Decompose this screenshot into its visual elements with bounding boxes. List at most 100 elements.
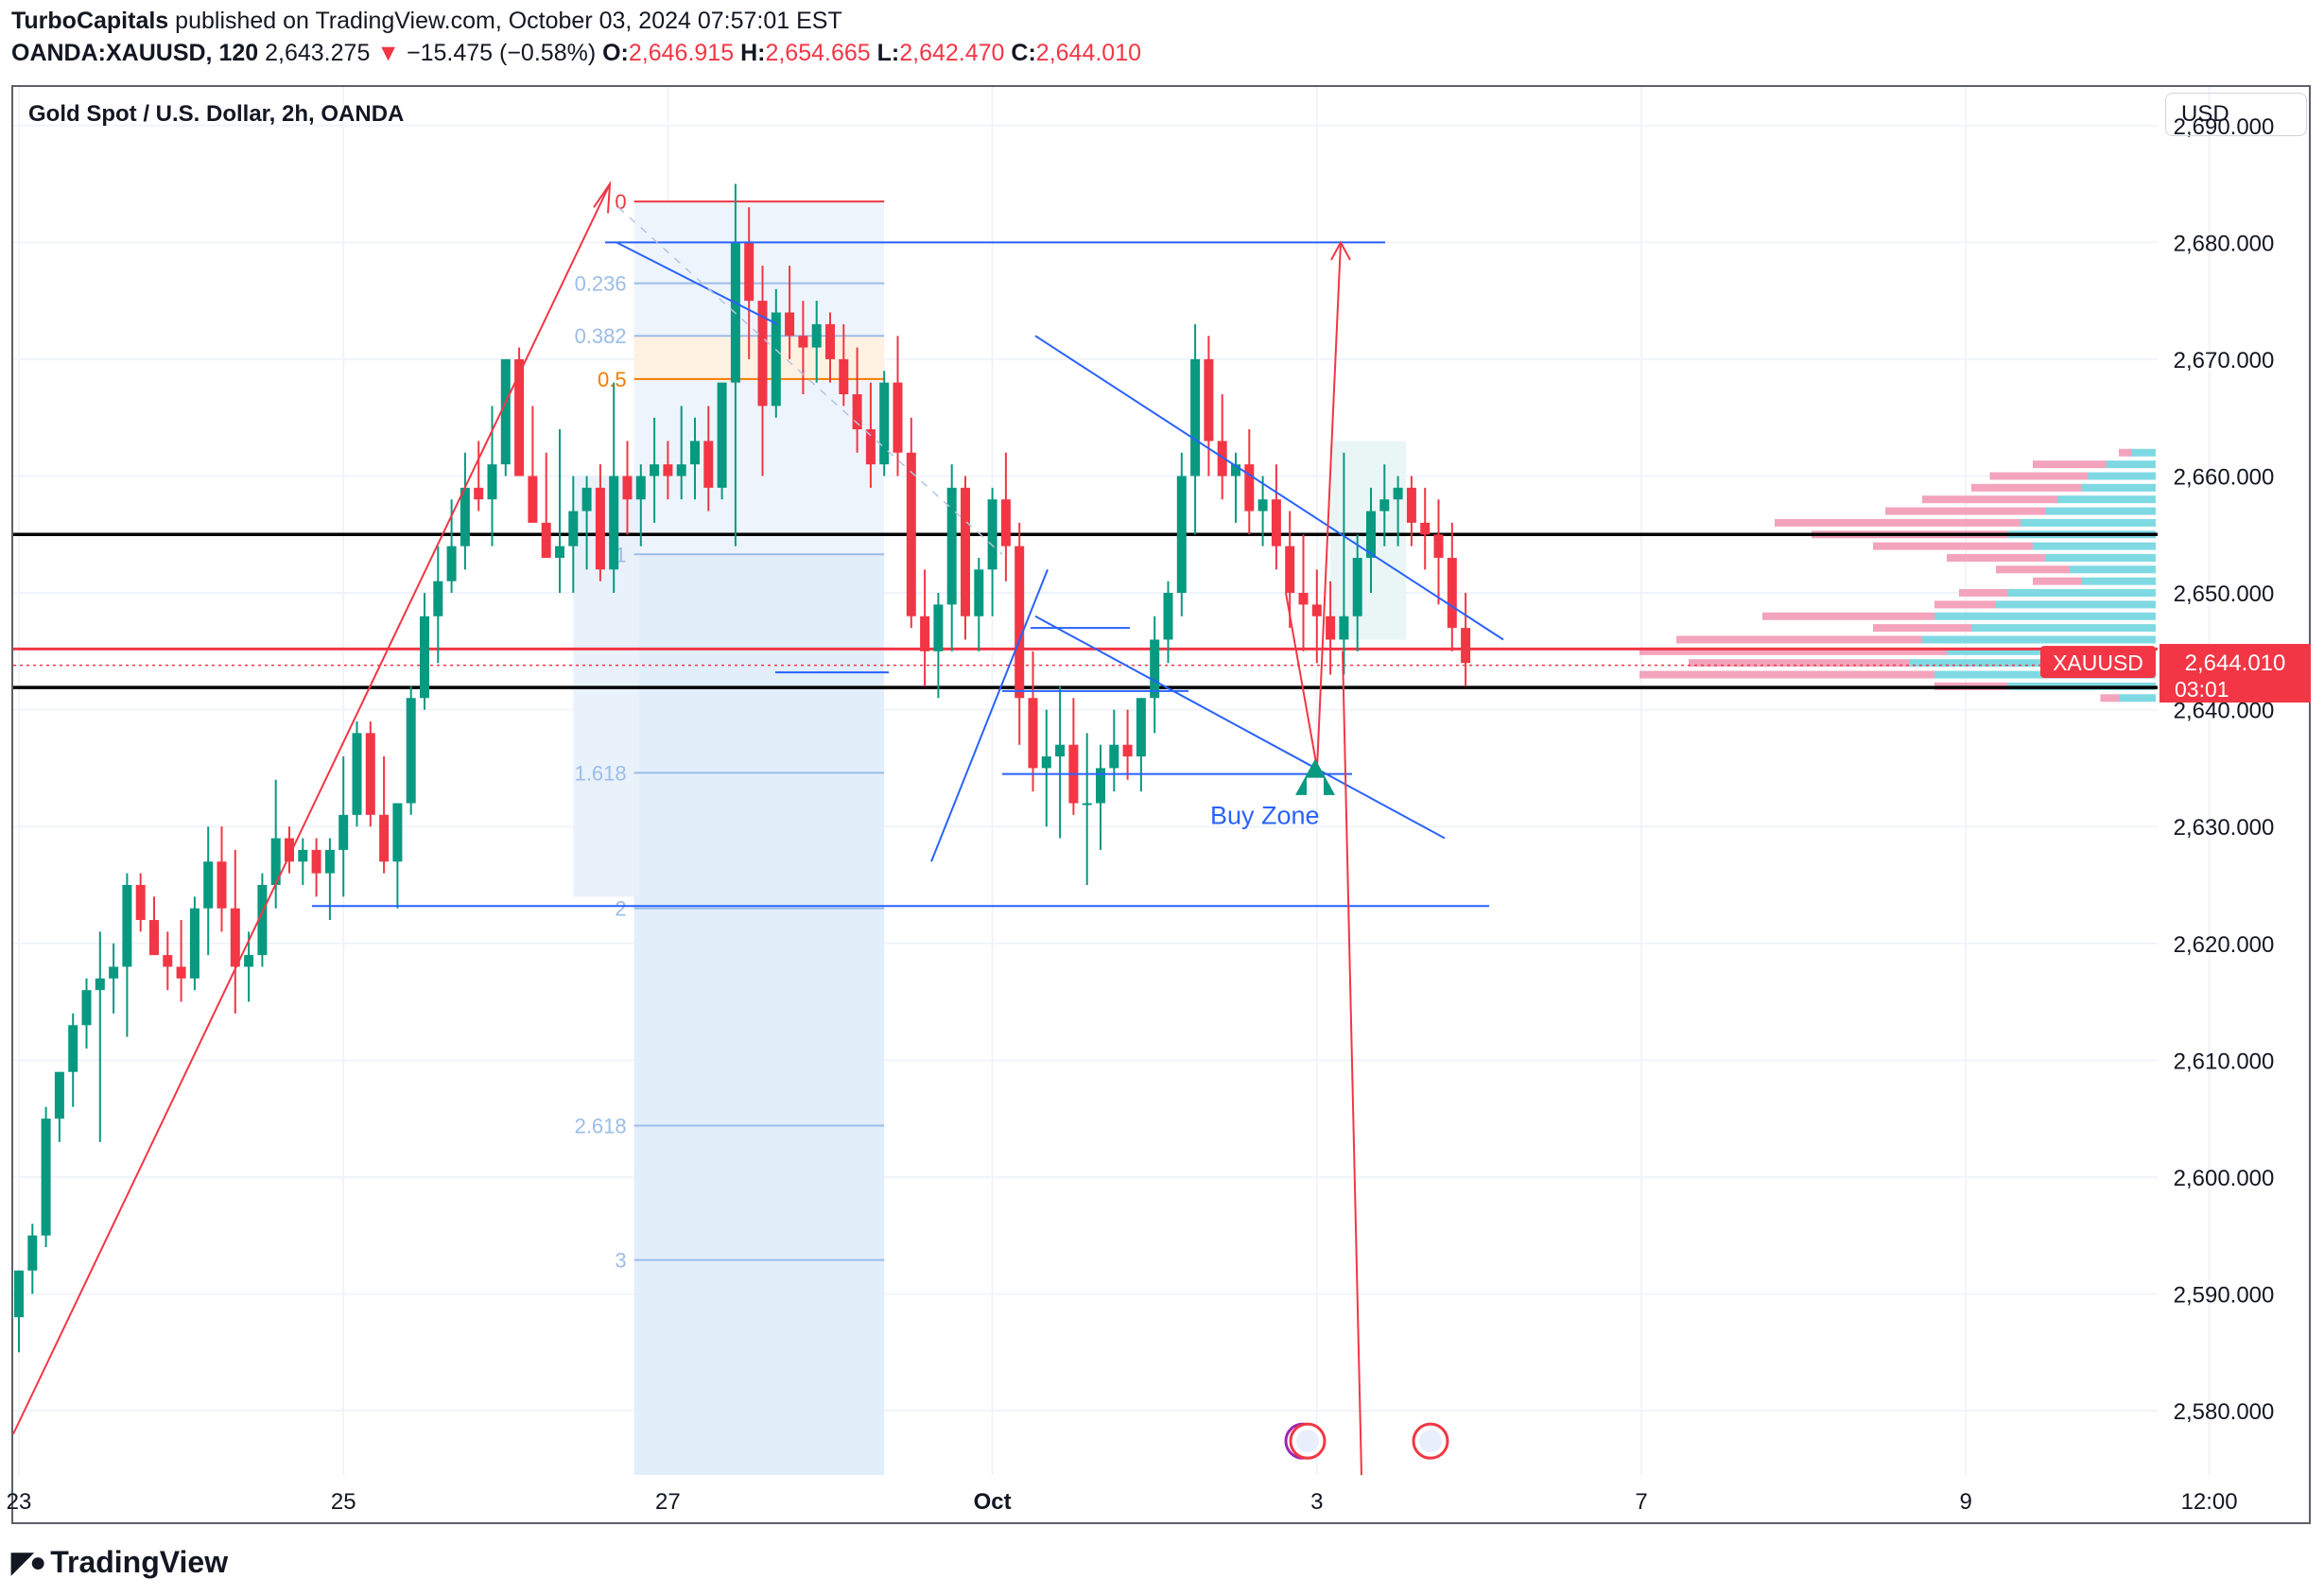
volume-bar-up: [2082, 483, 2156, 492]
price-axis: 2,690.0002,680.0002,670.0002,660.0002,65…: [2174, 114, 2275, 1425]
volume-bar-up: [2020, 518, 2156, 527]
candle-body: [528, 476, 538, 523]
volume-bar-up: [1996, 600, 2156, 609]
candle-body: [839, 358, 849, 394]
wedge-lower-line: [1034, 615, 1446, 840]
fib-level-label: 1.618: [575, 761, 627, 785]
candle-body: [338, 814, 349, 850]
candle-body: [500, 358, 511, 465]
volume-bar-down: [1959, 589, 2008, 598]
candle-body: [974, 569, 984, 616]
time-tick-label: 23: [7, 1489, 32, 1515]
candle-body: [703, 441, 714, 488]
candle-body: [122, 884, 132, 967]
candle-body: [987, 499, 997, 570]
fib-level-label: 0.236: [575, 272, 627, 296]
volume-bar-down: [1762, 612, 1934, 620]
candle-body: [1136, 698, 1146, 757]
brand-name: TradingView: [50, 1545, 229, 1579]
candle-body: [1041, 756, 1051, 769]
candle-body: [1461, 628, 1471, 664]
price-tick-label: 2,640.000: [2174, 699, 2275, 724]
candle-body: [676, 464, 686, 477]
candle-body: [176, 966, 186, 979]
candle-body: [352, 733, 362, 815]
currency-button[interactable]: USD: [2165, 93, 2307, 136]
candle-body: [1339, 616, 1349, 640]
tradingview-logo[interactable]: ◤● TradingView: [11, 1545, 228, 1580]
candle-body: [365, 733, 375, 815]
candle-body: [1244, 464, 1255, 512]
candle-body: [1326, 616, 1336, 640]
volume-bar-up: [1910, 659, 2156, 668]
price-tick-label: 2,620.000: [2174, 932, 2275, 958]
price-tag-value: 2,644.010: [2185, 651, 2286, 676]
candle-body: [68, 1025, 78, 1072]
symbol-tag-text: XAUUSD: [2053, 651, 2143, 675]
volume-bar-down: [1934, 600, 1996, 609]
candle-body: [825, 323, 835, 359]
price-tick-label: 2,650.000: [2174, 581, 2275, 607]
volume-bar-up: [1922, 635, 2156, 644]
candle-body: [1176, 476, 1187, 594]
volume-bar-down: [1639, 647, 1947, 655]
candle-body: [1015, 546, 1025, 699]
candle-body: [27, 1235, 38, 1271]
arrow-head-icon: [1330, 240, 1351, 261]
candle-body: [568, 511, 579, 546]
candle-body: [946, 487, 957, 605]
candle-body: [717, 382, 727, 488]
symbol-tag: [2040, 646, 2156, 679]
volume-bar-up: [2045, 507, 2156, 515]
candle-body: [920, 616, 930, 651]
candle-body: [285, 838, 294, 862]
candle-body: [54, 1071, 64, 1119]
candle-body: [541, 522, 551, 558]
high-label: H:: [740, 40, 766, 66]
volume-bar-up: [2008, 589, 2156, 598]
candle-body: [811, 323, 822, 348]
candle-body: [487, 464, 497, 500]
volume-bar-up: [2119, 694, 2156, 703]
projection-line: [1342, 651, 1362, 1476]
volume-bar-down: [1689, 659, 1910, 668]
time-tick-label: 3: [1310, 1489, 1323, 1515]
trend-line: [930, 568, 1049, 862]
candle-body: [406, 698, 416, 804]
fib-extension-band: [633, 554, 885, 1475]
publisher-name[interactable]: TurboCapitals: [11, 8, 169, 34]
impulse-line: [12, 183, 611, 1435]
fib-level-label: 0: [615, 190, 626, 214]
candle-body: [581, 487, 592, 512]
candle-body: [798, 336, 808, 348]
price-tick-label: 2,580.000: [2174, 1399, 2275, 1425]
volume-bar-down: [1639, 670, 1934, 679]
candle-body: [189, 908, 199, 979]
candle-body: [1055, 744, 1066, 757]
candle-body: [1393, 487, 1403, 500]
candle-body: [149, 920, 159, 956]
candle-body: [1096, 768, 1105, 804]
candle-body: [1000, 499, 1011, 546]
publish-info: TurboCapitals published on TradingView.c…: [11, 8, 842, 35]
candle-body: [1231, 464, 1240, 477]
candle-body: [622, 476, 633, 500]
candle-body: [1204, 358, 1214, 442]
candle-body: [879, 382, 890, 465]
chart-frame: [11, 85, 2311, 1524]
candle-body: [1217, 441, 1227, 477]
candle-body: [906, 452, 916, 616]
fib-level-label: 2: [615, 897, 626, 921]
projection-line: [1285, 592, 1318, 769]
tradingview-icon: ◤●: [11, 1547, 46, 1578]
volume-bar-down: [2100, 694, 2119, 703]
change-down-icon: ▼: [376, 40, 401, 66]
high-value: 2,654.665: [765, 40, 871, 66]
candle-body: [785, 312, 795, 337]
candle-body: [1352, 557, 1362, 616]
fib-level-label: 2.618: [575, 1115, 627, 1138]
candle-body: [95, 978, 105, 991]
